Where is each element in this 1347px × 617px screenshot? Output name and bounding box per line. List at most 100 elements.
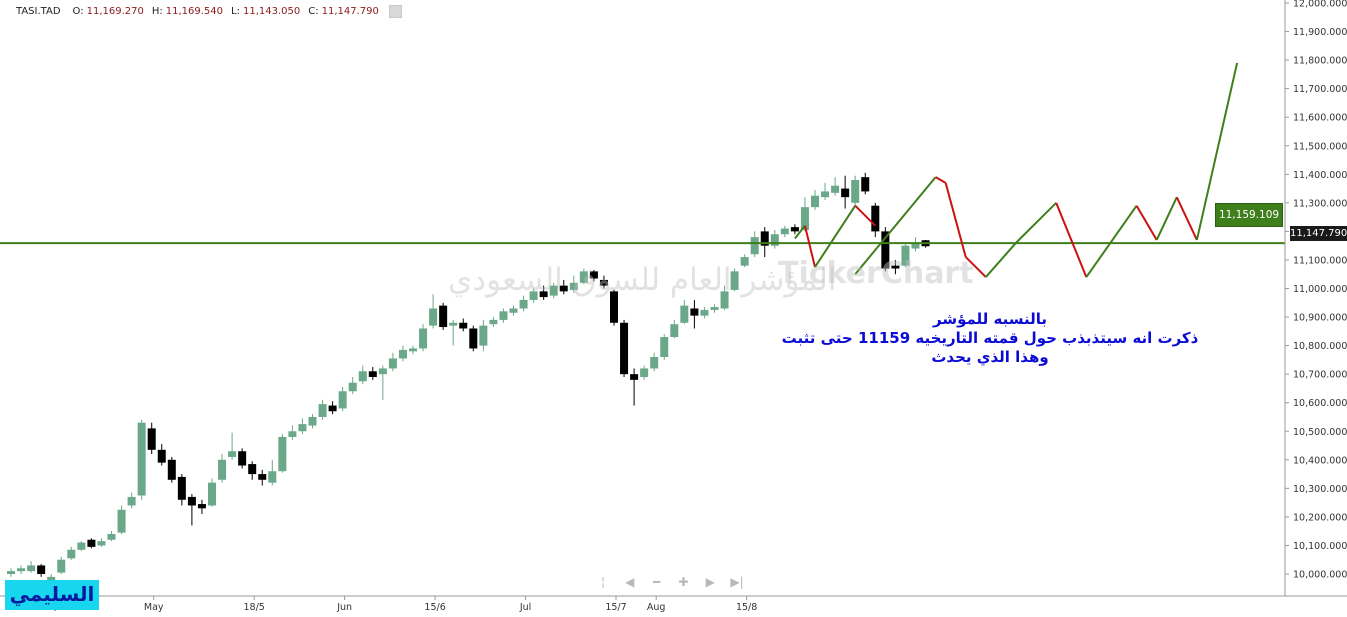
candle-body	[851, 180, 860, 203]
projection-segment	[854, 176, 937, 275]
candle-body	[77, 542, 86, 550]
candle-body	[800, 207, 809, 230]
y-tick-label: 10,300.000	[1293, 484, 1347, 495]
candle-body	[228, 451, 237, 457]
candle-body	[318, 404, 327, 417]
high-label: H:	[151, 6, 163, 17]
close-label: C:	[308, 6, 319, 17]
candle-body	[208, 482, 216, 506]
y-tick-label: 10,100.000	[1293, 541, 1347, 552]
candle-body	[871, 205, 880, 232]
y-tick-label: 11,600.000	[1293, 113, 1347, 124]
annotation-text: بالنسبه للمؤشر ذكرت انه سيتذبذب حول قمته…	[780, 310, 1200, 367]
high-value: 11,169.540	[165, 6, 224, 17]
candle-body	[660, 337, 669, 358]
low-label: L:	[231, 6, 240, 17]
annotation-line-3: وهذا الذي يحدث	[931, 348, 1049, 366]
candle-body	[449, 322, 458, 326]
candle-body	[117, 509, 126, 533]
scroll-right-icon[interactable]: ▶	[705, 575, 715, 589]
zoom-out-icon[interactable]: ━	[652, 575, 661, 589]
scroll-left-icon[interactable]: ◀	[625, 575, 635, 589]
scroll-end-icon[interactable]: ▶|	[730, 575, 744, 589]
candle-body	[891, 265, 900, 269]
projection-layer	[0, 62, 1285, 278]
candle-body	[750, 237, 759, 255]
projection-segment	[854, 204, 877, 227]
candle-body	[127, 496, 136, 506]
candle-body	[288, 431, 297, 437]
candle-body	[37, 565, 46, 574]
open-label: O:	[72, 6, 84, 17]
candle-body	[107, 534, 116, 540]
candle-body	[87, 539, 96, 547]
candle-body	[147, 428, 156, 450]
low-value: 11,143.050	[242, 6, 301, 17]
author-logo: السليمي	[5, 580, 99, 610]
candle-body	[650, 357, 659, 369]
candle-body	[559, 285, 568, 292]
candle-body	[268, 471, 277, 483]
y-tick-label: 11,100.000	[1293, 255, 1347, 266]
candle-body	[479, 325, 488, 346]
y-tick-label: 10,000.000	[1293, 570, 1347, 581]
candle-body	[469, 328, 478, 349]
y-tick-label: 11,000.000	[1293, 284, 1347, 295]
ohlc-header: TASI.TAD O: 11,169.270 H: 11,169.540 L: …	[16, 5, 402, 18]
y-tick-label: 10,200.000	[1293, 512, 1347, 523]
y-tick-label: 10,700.000	[1293, 370, 1347, 381]
symbol-label: TASI.TAD	[16, 6, 61, 17]
candle-body	[308, 416, 317, 426]
projection-segment	[965, 256, 987, 278]
candle-body	[680, 305, 689, 323]
projection-segment	[794, 225, 806, 240]
candle-body	[378, 368, 387, 375]
candle-body	[67, 549, 76, 559]
y-tick-label: 12,000.000	[1293, 0, 1347, 10]
candle-body	[368, 371, 377, 378]
zoom-in-icon[interactable]: ✚	[678, 575, 689, 589]
candle-body	[599, 279, 608, 286]
candle-body	[137, 422, 146, 496]
y-tick-label: 10,600.000	[1293, 398, 1347, 409]
candle-body	[640, 368, 649, 378]
candle-body	[831, 185, 840, 193]
scroll-start-icon[interactable]: ¦	[600, 575, 606, 589]
projection-segment	[985, 242, 1017, 278]
settings-box-icon[interactable]	[388, 5, 402, 18]
candle-body	[519, 299, 528, 309]
candle-body	[338, 391, 347, 409]
projection-segment	[944, 182, 967, 258]
candle-body	[27, 565, 36, 572]
candle-body	[358, 371, 367, 382]
candle-body	[348, 382, 357, 392]
annotation-line-1: بالنسبه للمؤشر	[932, 310, 1048, 328]
candle-body	[780, 228, 789, 235]
y-tick-label: 10,500.000	[1293, 427, 1347, 438]
y-tick-label: 11,500.000	[1293, 141, 1347, 152]
y-tick-label: 10,900.000	[1293, 313, 1347, 324]
y-tick-label: 11,700.000	[1293, 84, 1347, 95]
x-tick-label: Jun	[336, 602, 352, 613]
candle-body	[690, 308, 699, 316]
x-tick-label: Jul	[519, 602, 531, 613]
candle-body	[700, 309, 709, 316]
chart-navigation: ¦ ◀ ━ ✚ ▶ ▶|	[596, 575, 744, 589]
candle-body	[328, 405, 337, 412]
candle-body	[821, 191, 830, 198]
watermark-tickerchart: TickerChart	[778, 256, 974, 291]
candle-body	[459, 322, 468, 329]
level-price-tag: 11,159.109	[1215, 203, 1283, 227]
projection-segment	[1015, 202, 1057, 244]
y-tick-label: 11,400.000	[1293, 170, 1347, 181]
candle-body	[790, 227, 799, 232]
candle-body	[409, 348, 417, 352]
last-price-tag: 11,147.790	[1290, 226, 1347, 241]
candle-body	[187, 496, 196, 506]
candle-body	[539, 291, 548, 298]
projection-segment	[1085, 205, 1138, 278]
candle-body	[610, 291, 618, 323]
candle-body	[258, 474, 267, 480]
